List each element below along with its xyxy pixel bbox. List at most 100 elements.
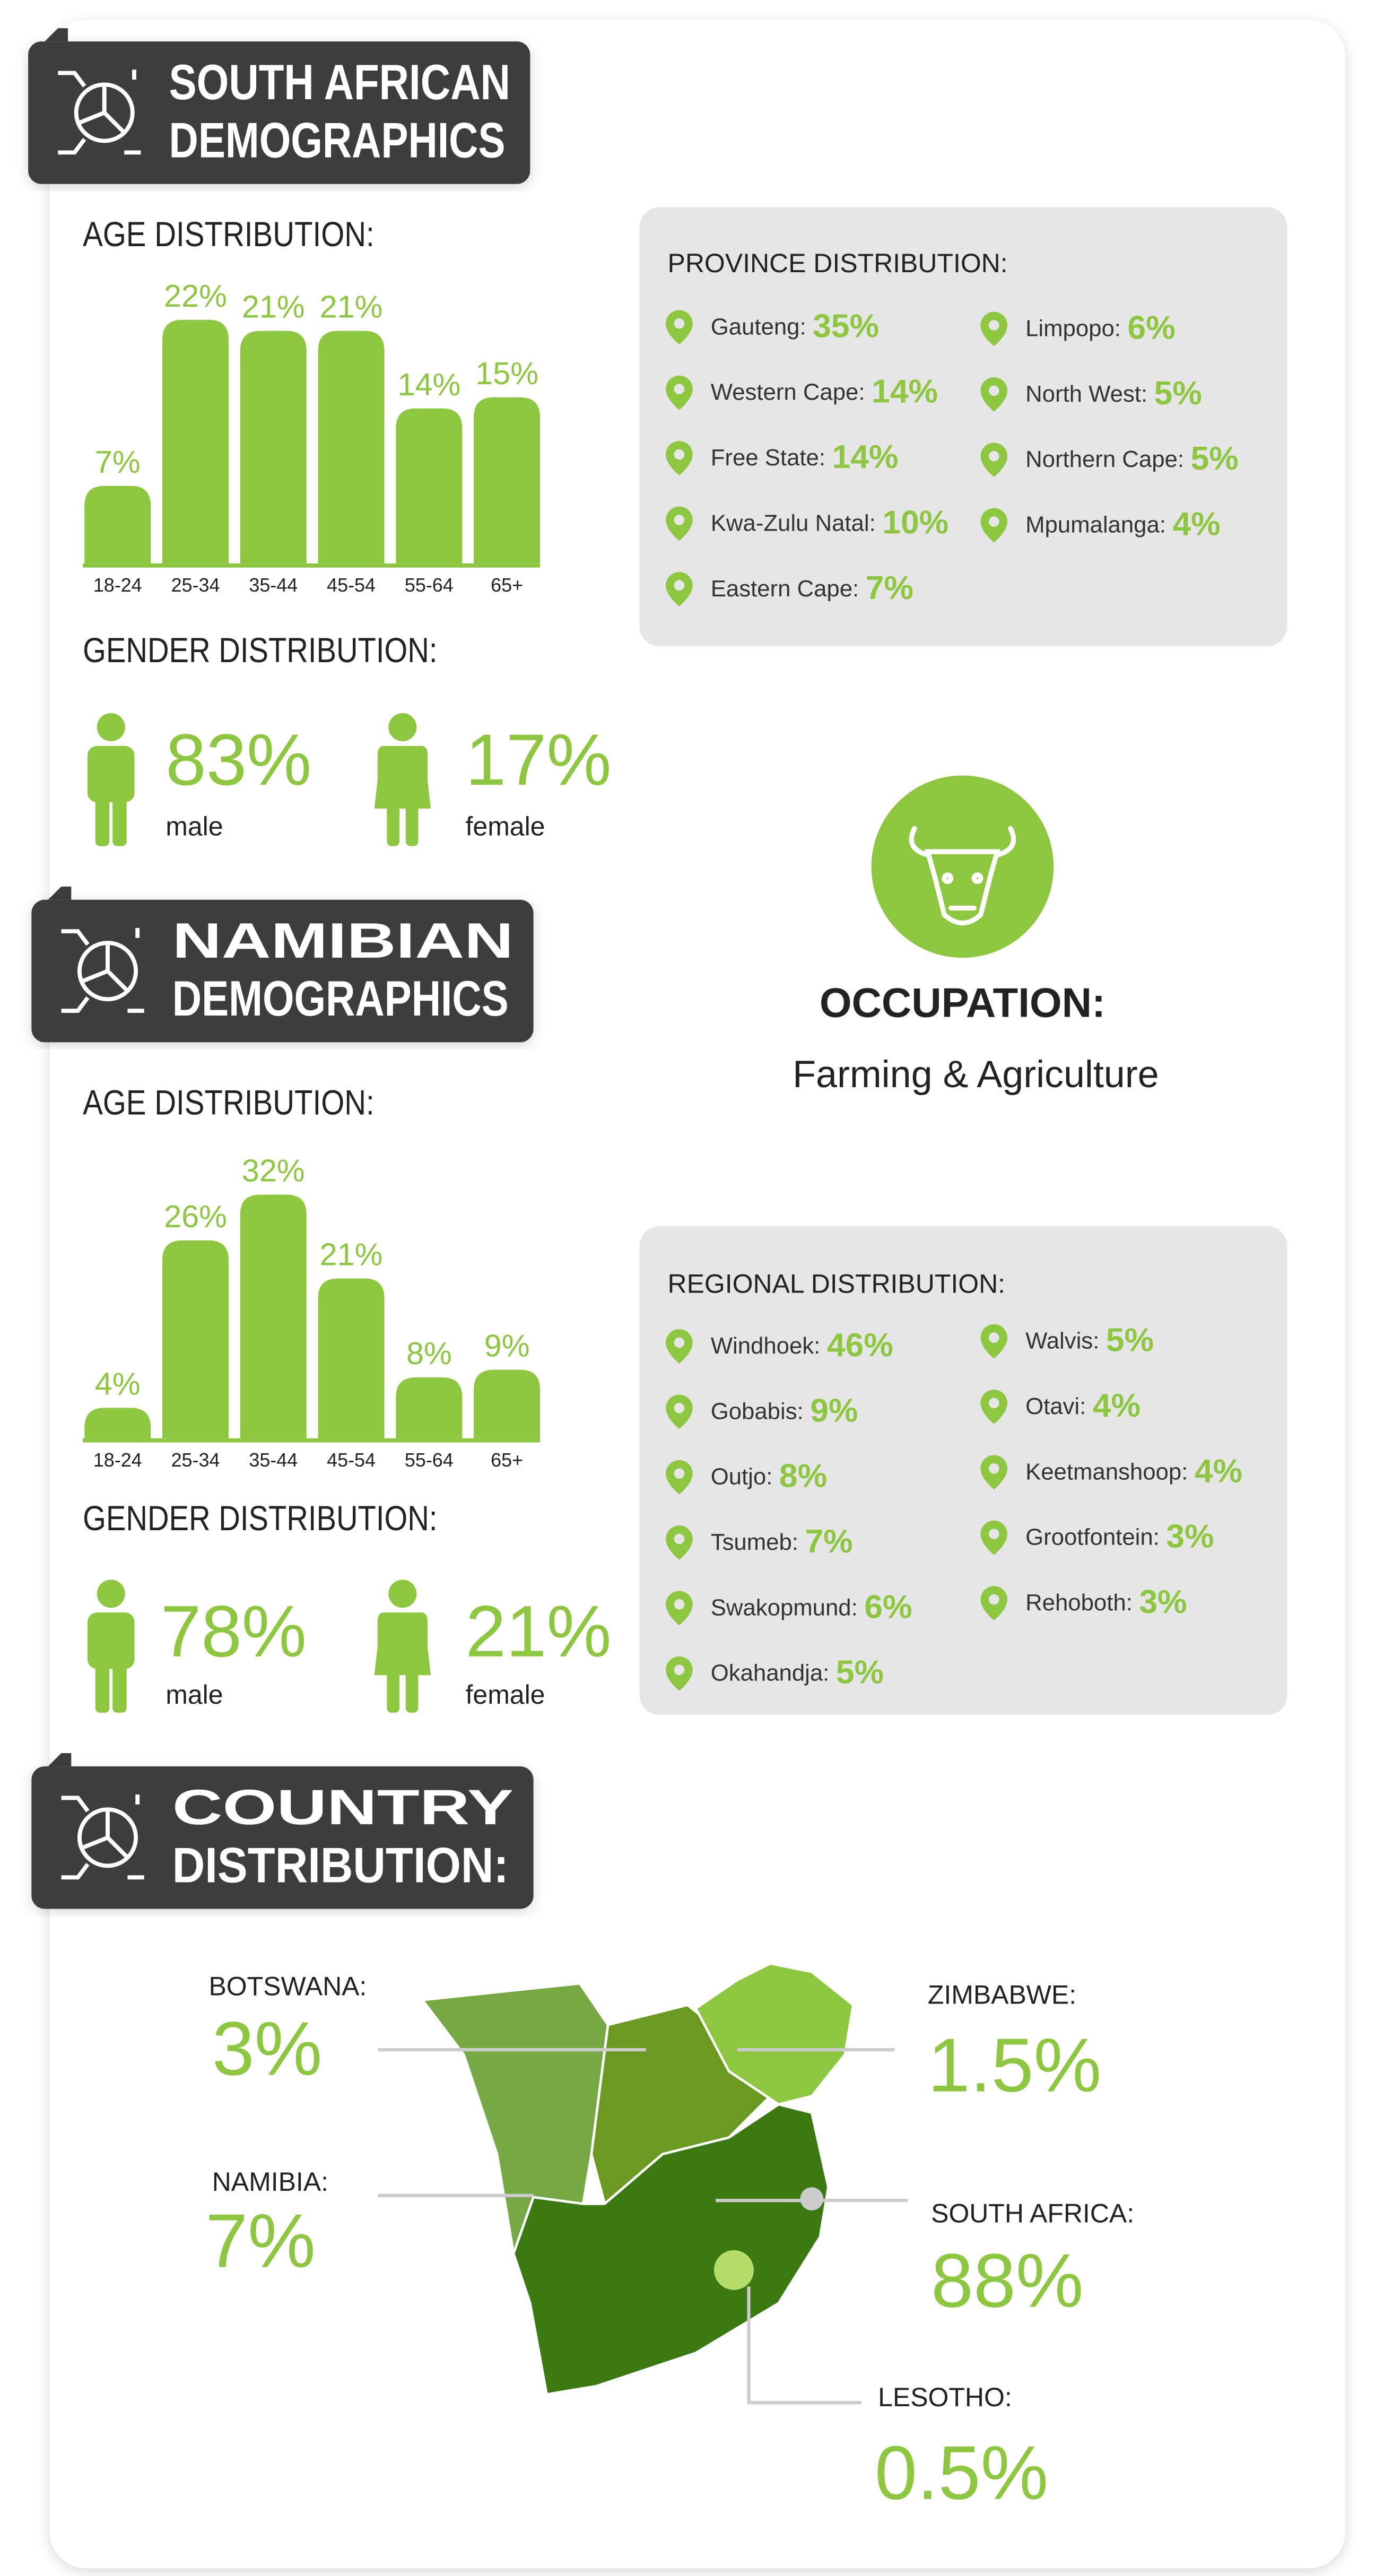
category-label: 55-64	[405, 574, 454, 596]
item-name: Free State:	[711, 445, 825, 471]
map-eswatini	[800, 2187, 824, 2211]
value-label: 22%	[164, 278, 227, 314]
value-label: 4%	[95, 1366, 141, 1401]
section-title: GENDER DISTRIBUTION:	[83, 631, 437, 670]
map-south-africa	[512, 2103, 830, 2396]
bar	[84, 485, 151, 563]
list-item: Otavi: 4%	[1025, 1386, 1141, 1424]
country-value: 7%	[205, 2199, 316, 2284]
value-label: 9%	[484, 1328, 530, 1364]
map-zimbabwe	[694, 1962, 855, 2106]
category-label: 55-64	[405, 1449, 454, 1471]
list-item: Outjo: 8%	[711, 1457, 827, 1494]
header-title: SOUTH AFRICAN	[169, 54, 510, 110]
country-value: 1.5%	[928, 2023, 1101, 2108]
cow-icon	[909, 826, 1016, 926]
item-name: North West:	[1025, 380, 1147, 406]
item-name: Gauteng:	[711, 314, 806, 340]
bar	[396, 1377, 463, 1438]
list-item: Tsumeb: 7%	[711, 1523, 853, 1560]
list-item: North West: 5%	[1025, 374, 1202, 411]
bar	[318, 331, 385, 563]
country-name: ZIMBABWE:	[928, 1980, 1076, 2009]
country-name: NAMIBIA:	[212, 2167, 328, 2197]
item-name: Northern Cape:	[1025, 446, 1184, 472]
header-title: NAMIBIAN	[172, 913, 514, 968]
bar	[318, 1278, 385, 1438]
list-item: Mpumalanga: 4%	[1025, 505, 1221, 542]
bar	[396, 408, 463, 563]
gender-value: 83%	[166, 719, 311, 801]
header-box	[31, 899, 534, 1043]
leader-line	[747, 2286, 861, 2405]
list-item: Free State: 14%	[711, 438, 899, 475]
item-value: 7%	[866, 569, 913, 606]
value-label: 15%	[475, 355, 538, 391]
gender-label: male	[166, 1680, 223, 1710]
list-item: Limpopo: 6%	[1025, 309, 1176, 346]
list-title: PROVINCE DISTRIBUTION:	[668, 248, 1008, 278]
list-item: Gobabis: 9%	[711, 1392, 858, 1429]
list-box	[639, 1226, 1287, 1715]
country-value: 3%	[212, 2006, 323, 2091]
value-label: 7%	[95, 444, 141, 480]
item-name: Western Cape:	[711, 379, 865, 405]
header-box	[31, 1766, 534, 1909]
item-name: Swakopmund:	[711, 1594, 858, 1620]
list-item: Okahandja: 5%	[711, 1653, 884, 1690]
list-item: Grootfontein: 3%	[1025, 1517, 1214, 1555]
value-label: 32%	[242, 1153, 305, 1189]
country-value: 0.5%	[875, 2431, 1048, 2516]
occupation-text: Farming & Agriculture	[793, 1053, 1159, 1096]
item-value: 10%	[882, 504, 948, 541]
item-value: 9%	[810, 1392, 858, 1429]
item-value: 5%	[1190, 440, 1238, 477]
item-value: 4%	[1195, 1452, 1242, 1489]
item-name: Walvis:	[1025, 1328, 1099, 1354]
bar	[474, 397, 541, 563]
item-value: 6%	[1127, 309, 1175, 346]
gender-label: male	[166, 812, 223, 842]
item-value: 6%	[864, 1588, 912, 1625]
list-box	[639, 207, 1287, 647]
header-tab	[48, 1753, 72, 1767]
item-name: Otavi:	[1025, 1393, 1086, 1419]
map-lesotho	[713, 2250, 754, 2290]
item-value: 46%	[827, 1326, 893, 1363]
header-title: DISTRIBUTION:	[172, 1837, 509, 1893]
item-name: Okahandja:	[711, 1660, 830, 1686]
occupation-title: OCCUPATION:	[820, 979, 1106, 1026]
item-value: 4%	[1093, 1386, 1141, 1424]
category-label: 18-24	[93, 574, 142, 596]
item-value: 14%	[832, 438, 898, 475]
item-value: 5%	[836, 1653, 884, 1690]
header-box	[28, 41, 530, 184]
country-name: BOTSWANA:	[208, 1972, 367, 2001]
value-label: 14%	[397, 367, 460, 402]
value-label: 21%	[320, 289, 383, 325]
gender-value: 17%	[466, 719, 612, 801]
list-item: Swakopmund: 6%	[711, 1588, 912, 1625]
bar	[240, 1194, 307, 1438]
bar	[240, 331, 307, 563]
item-name: Kwa-Zulu Natal:	[711, 510, 876, 536]
item-name: Tsumeb:	[711, 1529, 798, 1555]
section-title: GENDER DISTRIBUTION:	[83, 1499, 437, 1538]
item-value: 5%	[1154, 374, 1202, 411]
category-label: 45-54	[327, 574, 376, 596]
value-label: 8%	[406, 1335, 452, 1371]
header-tab	[48, 886, 72, 900]
category-label: 18-24	[93, 1449, 142, 1471]
item-name: Rehoboth:	[1025, 1590, 1133, 1616]
country-name: LESOTHO:	[878, 2382, 1012, 2412]
value-label: 21%	[320, 1237, 383, 1272]
item-name: Grootfontein:	[1025, 1524, 1160, 1550]
category-label: 45-54	[327, 1449, 376, 1471]
list-item: Keetmanshoop: 4%	[1025, 1452, 1242, 1489]
occupation-icon	[871, 775, 1054, 958]
list-item: Kwa-Zulu Natal: 10%	[711, 504, 948, 541]
value-label: 21%	[242, 289, 305, 325]
item-value: 3%	[1166, 1517, 1214, 1555]
header-title: COUNTRY	[172, 1779, 514, 1835]
